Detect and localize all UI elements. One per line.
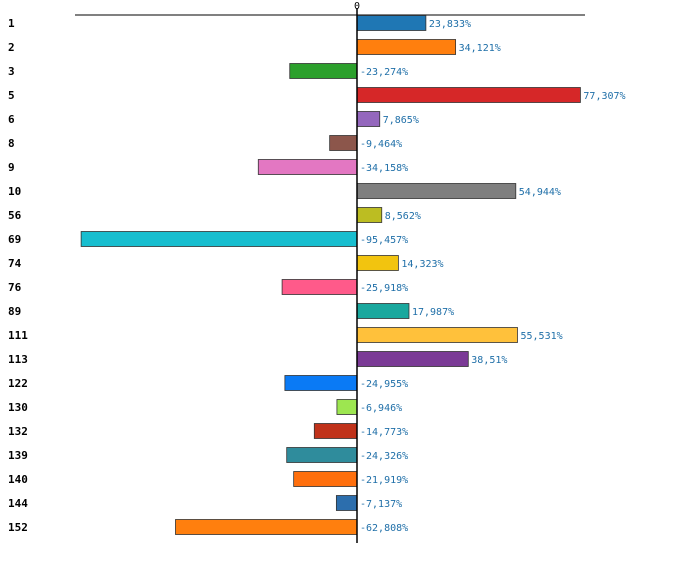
bar [175,519,358,535]
category-label: 69 [8,233,21,246]
category-label: 5 [8,89,15,102]
category-label: 3 [8,65,15,78]
value-label: -24,955% [360,379,408,390]
value-label: 7,865% [383,115,419,126]
bar [286,447,358,463]
category-label: 111 [8,329,28,342]
bar [356,327,518,343]
value-label: 54,944% [519,187,561,198]
value-label: 23,833% [429,19,471,30]
value-label: -21,919% [360,475,408,486]
value-label: 8,562% [385,211,421,222]
value-label: 77,307% [583,91,625,102]
category-label: 2 [8,41,15,54]
category-label: 122 [8,377,28,390]
value-label: 34,121% [459,43,501,54]
value-label: -23,274% [360,67,408,78]
category-label: 113 [8,353,28,366]
bar [284,375,358,391]
value-label: -34,158% [360,163,408,174]
value-label: -7,137% [360,499,402,510]
category-label: 76 [8,281,22,294]
bar [335,495,358,511]
category-label: 139 [8,449,28,462]
bar [356,183,517,199]
category-label: 56 [8,209,22,222]
bar [356,207,383,223]
value-label: -24,326% [360,451,408,462]
category-label: 74 [8,257,22,270]
value-label: -25,918% [360,283,408,294]
category-label: 6 [8,113,15,126]
category-label: 130 [8,401,28,414]
value-label: 38,51% [471,355,507,366]
bars-layer [80,15,581,535]
bar [313,423,358,439]
category-label: 9 [8,161,15,174]
zero-tick-label: 0 [354,1,360,12]
bar [336,399,358,415]
bar [257,159,358,175]
bar [80,231,358,247]
category-label: 144 [8,497,28,510]
bar [356,255,399,271]
value-label: 17,987% [412,307,454,318]
value-label: -95,457% [360,235,408,246]
value-label: -14,773% [360,427,408,438]
category-label: 152 [8,521,28,534]
value-label: -62,808% [360,523,408,534]
value-label: -9,464% [360,139,402,150]
bar [281,279,358,295]
category-label: 132 [8,425,28,438]
bar [356,87,581,103]
labels-layer: 1 23,833% 2 34,121% 3 -23,274% 5 77,307% 6 7,865%… [8,17,626,534]
category-label: 89 [8,305,21,318]
bar [329,135,358,151]
category-label: 8 [8,137,15,150]
bar [356,15,427,31]
category-label: 140 [8,473,28,486]
category-label: 10 [8,185,21,198]
value-label: -6,946% [360,403,402,414]
bar [356,351,469,367]
category-label: 1 [8,17,15,30]
value-label: 55,531% [520,331,562,342]
bar [356,111,381,127]
bar [356,39,457,55]
bar [289,63,358,79]
bar [293,471,358,487]
bar [356,303,410,319]
value-label: 14,323% [401,259,443,270]
